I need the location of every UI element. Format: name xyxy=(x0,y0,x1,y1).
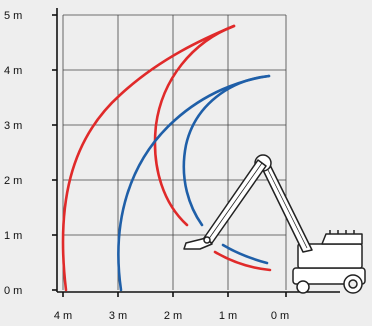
inner-reach-curve-blue xyxy=(182,74,271,227)
x-tick-label: 2 m xyxy=(164,310,182,322)
x-tick-label: 3 m xyxy=(109,310,127,322)
y-tick-label: 1 m xyxy=(4,230,22,242)
y-tick-label: 5 m xyxy=(4,10,22,22)
inner-reach-curve-red xyxy=(153,24,236,227)
x-tick-label: 1 m xyxy=(219,310,237,322)
axes xyxy=(52,8,340,297)
digging-depth-curve-red xyxy=(213,250,272,272)
x-tick-label: 0 m xyxy=(271,310,289,322)
y-tick-label: 4 m xyxy=(4,65,22,77)
y-tick-label: 0 m xyxy=(4,285,22,297)
grid xyxy=(62,14,287,290)
y-tick-label: 2 m xyxy=(4,175,22,187)
excavator-crane-icon xyxy=(183,154,366,294)
x-tick-label: 4 m xyxy=(54,310,72,322)
digging-depth-curve-blue xyxy=(221,243,269,265)
outer-reach-curve-red xyxy=(61,24,236,292)
y-tick-label: 3 m xyxy=(4,120,22,132)
